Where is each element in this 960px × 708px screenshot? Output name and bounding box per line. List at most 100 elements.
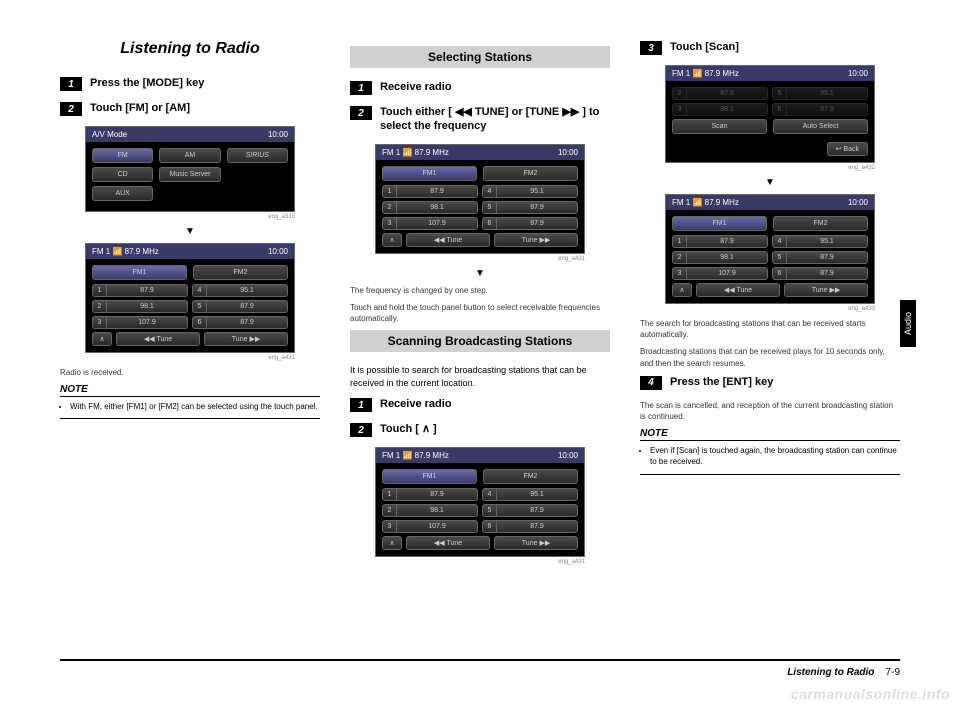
preset-4[interactable]: 495.1 bbox=[482, 185, 578, 198]
note-label: NOTE bbox=[640, 428, 900, 441]
note-body: Even if [Scan] is touched again, the bro… bbox=[640, 445, 900, 474]
watermark: carmanualsonline.info bbox=[791, 686, 950, 702]
columns: Listening to Radio 1 Press the [MODE] ke… bbox=[60, 40, 900, 571]
am-button[interactable]: AM bbox=[159, 148, 220, 163]
note-item: With FM, either [FM1] or [FM2] can be se… bbox=[70, 401, 320, 412]
preset-dim: 287.9 bbox=[672, 87, 768, 100]
preset-3[interactable]: 3107.9 bbox=[382, 217, 478, 230]
step-3: 3 Touch [Scan] bbox=[640, 40, 900, 55]
preset-6[interactable]: 687.9 bbox=[482, 520, 578, 533]
fm1-tab[interactable]: FM1 bbox=[672, 216, 767, 231]
fm2-tab[interactable]: FM2 bbox=[193, 265, 288, 280]
step-text: Touch either [ ◀◀ TUNE] or [TUNE ▶▶ ] to… bbox=[380, 105, 610, 134]
step-text: Receive radio bbox=[380, 80, 610, 94]
scan-button[interactable]: Scan bbox=[672, 119, 767, 134]
preset-5[interactable]: 587.9 bbox=[192, 300, 288, 313]
column-3: 3 Touch [Scan] FM 1 📶 87.9 MHz 10:00 287… bbox=[640, 40, 900, 571]
step-text: Press the [ENT] key bbox=[670, 375, 900, 389]
preset-6[interactable]: 687.9 bbox=[772, 267, 868, 280]
step-2: 2 Touch either [ ◀◀ TUNE] or [TUNE ▶▶ ] … bbox=[350, 105, 610, 134]
manual-page: Listening to Radio 1 Press the [MODE] ke… bbox=[0, 0, 960, 708]
preset-2[interactable]: 298.1 bbox=[382, 504, 478, 517]
step-number-icon: 2 bbox=[350, 106, 372, 120]
sirius-button[interactable]: SIRIUS bbox=[227, 148, 288, 163]
step-text: Touch [Scan] bbox=[670, 40, 900, 54]
screenshot-fm: FM 1 📶 87.9 MHz 10:00 FM1 FM2 187.9 495.… bbox=[85, 243, 295, 353]
tune-prev-button[interactable]: ◀◀ Tune bbox=[406, 233, 490, 247]
tune-next-button[interactable]: Tune ▶▶ bbox=[494, 536, 578, 550]
fm2-tab[interactable]: FM2 bbox=[773, 216, 868, 231]
step-text: Press the [MODE] key bbox=[90, 76, 320, 90]
screen-time: 10:00 bbox=[268, 130, 288, 139]
music-server-button[interactable]: Music Server bbox=[159, 167, 220, 182]
footer-title: Listening to Radio bbox=[787, 667, 874, 678]
preset-1[interactable]: 187.9 bbox=[382, 488, 478, 501]
screen-time: 10:00 bbox=[558, 148, 578, 157]
tune-prev-button[interactable]: ◀◀ Tune bbox=[406, 536, 490, 550]
preset-5[interactable]: 587.9 bbox=[482, 201, 578, 214]
auto-select-button[interactable]: Auto Select bbox=[773, 119, 868, 134]
scanning-heading: Scanning Broadcasting Stations bbox=[350, 330, 610, 352]
page-title: Listening to Radio bbox=[60, 40, 320, 58]
down-arrow-icon: ▼ bbox=[350, 268, 610, 279]
down-arrow-icon: ▼ bbox=[60, 226, 320, 237]
preset-2[interactable]: 298.1 bbox=[672, 251, 768, 264]
preset-3[interactable]: 3107.9 bbox=[672, 267, 768, 280]
cd-button[interactable]: CD bbox=[92, 167, 153, 182]
preset-4[interactable]: 495.1 bbox=[772, 235, 868, 248]
caption: eng_a431 bbox=[375, 256, 585, 262]
screenshot-fm: FM 1 📶 87.9 MHz 10:00 FM1 FM2 187.9 495.… bbox=[375, 144, 585, 254]
preset-1[interactable]: 187.9 bbox=[672, 235, 768, 248]
preset-2[interactable]: 298.1 bbox=[382, 201, 478, 214]
tune-next-button[interactable]: Tune ▶▶ bbox=[784, 283, 868, 297]
fm2-tab[interactable]: FM2 bbox=[483, 469, 578, 484]
fm-button[interactable]: FM bbox=[92, 148, 153, 163]
caption: eng_a432 bbox=[665, 165, 875, 171]
step-number-icon: 1 bbox=[350, 398, 372, 412]
fm2-tab[interactable]: FM2 bbox=[483, 166, 578, 181]
screen-time: 10:00 bbox=[848, 198, 868, 207]
preset-dim: 687.9 bbox=[772, 103, 868, 116]
preset-3[interactable]: 3107.9 bbox=[382, 520, 478, 533]
step-1: 1 Press the [MODE] key bbox=[60, 76, 320, 91]
scan-step-1: 1 Receive radio bbox=[350, 397, 610, 412]
tune-prev-button[interactable]: ◀◀ Tune bbox=[116, 332, 200, 346]
expand-icon[interactable]: ∧ bbox=[382, 233, 402, 247]
tune-next-button[interactable]: Tune ▶▶ bbox=[204, 332, 288, 346]
fm1-tab[interactable]: FM1 bbox=[92, 265, 187, 280]
preset-1[interactable]: 187.9 bbox=[92, 284, 188, 297]
column-2: Selecting Stations 1 Receive radio 2 Tou… bbox=[350, 40, 610, 571]
note-body: With FM, either [FM1] or [FM2] can be se… bbox=[60, 401, 320, 419]
tune-next-button[interactable]: Tune ▶▶ bbox=[494, 233, 578, 247]
preset-1[interactable]: 187.9 bbox=[382, 185, 478, 198]
step-4: 4 Press the [ENT] key bbox=[640, 375, 900, 390]
fm1-tab[interactable]: FM1 bbox=[382, 469, 477, 484]
preset-5[interactable]: 587.9 bbox=[482, 504, 578, 517]
preset-5[interactable]: 587.9 bbox=[772, 251, 868, 264]
preset-6[interactable]: 687.9 bbox=[482, 217, 578, 230]
preset-4[interactable]: 495.1 bbox=[192, 284, 288, 297]
fm1-tab[interactable]: FM1 bbox=[382, 166, 477, 181]
preset-2[interactable]: 298.1 bbox=[92, 300, 188, 313]
preset-3[interactable]: 3107.9 bbox=[92, 316, 188, 329]
back-button[interactable]: ↩ Back bbox=[827, 142, 868, 156]
step-number-icon: 4 bbox=[640, 376, 662, 390]
preset-4[interactable]: 495.1 bbox=[482, 488, 578, 501]
expand-icon[interactable]: ∧ bbox=[672, 283, 692, 297]
radio-received-text: Radio is received. bbox=[60, 367, 320, 378]
screen-title: A/V Mode bbox=[92, 130, 127, 139]
aux-button[interactable]: AUX bbox=[92, 186, 153, 201]
caption: eng_a431 bbox=[375, 559, 585, 565]
step-text: Touch [FM] or [AM] bbox=[90, 101, 320, 115]
preset-6[interactable]: 687.9 bbox=[192, 316, 288, 329]
freq-auto-text: Touch and hold the touch panel button to… bbox=[350, 302, 610, 324]
cancel-text: The scan is cancelled, and reception of … bbox=[640, 400, 900, 422]
screen-title: FM 1 📶 87.9 MHz bbox=[92, 247, 159, 256]
scan-step-2: 2 Touch [ ∧ ] bbox=[350, 422, 610, 437]
step-number-icon: 1 bbox=[350, 81, 372, 95]
preset-dim: 398.1 bbox=[672, 103, 768, 116]
expand-icon[interactable]: ∧ bbox=[382, 536, 402, 550]
expand-icon[interactable]: ∧ bbox=[92, 332, 112, 346]
tune-prev-button[interactable]: ◀◀ Tune bbox=[696, 283, 780, 297]
selecting-stations-heading: Selecting Stations bbox=[350, 46, 610, 68]
